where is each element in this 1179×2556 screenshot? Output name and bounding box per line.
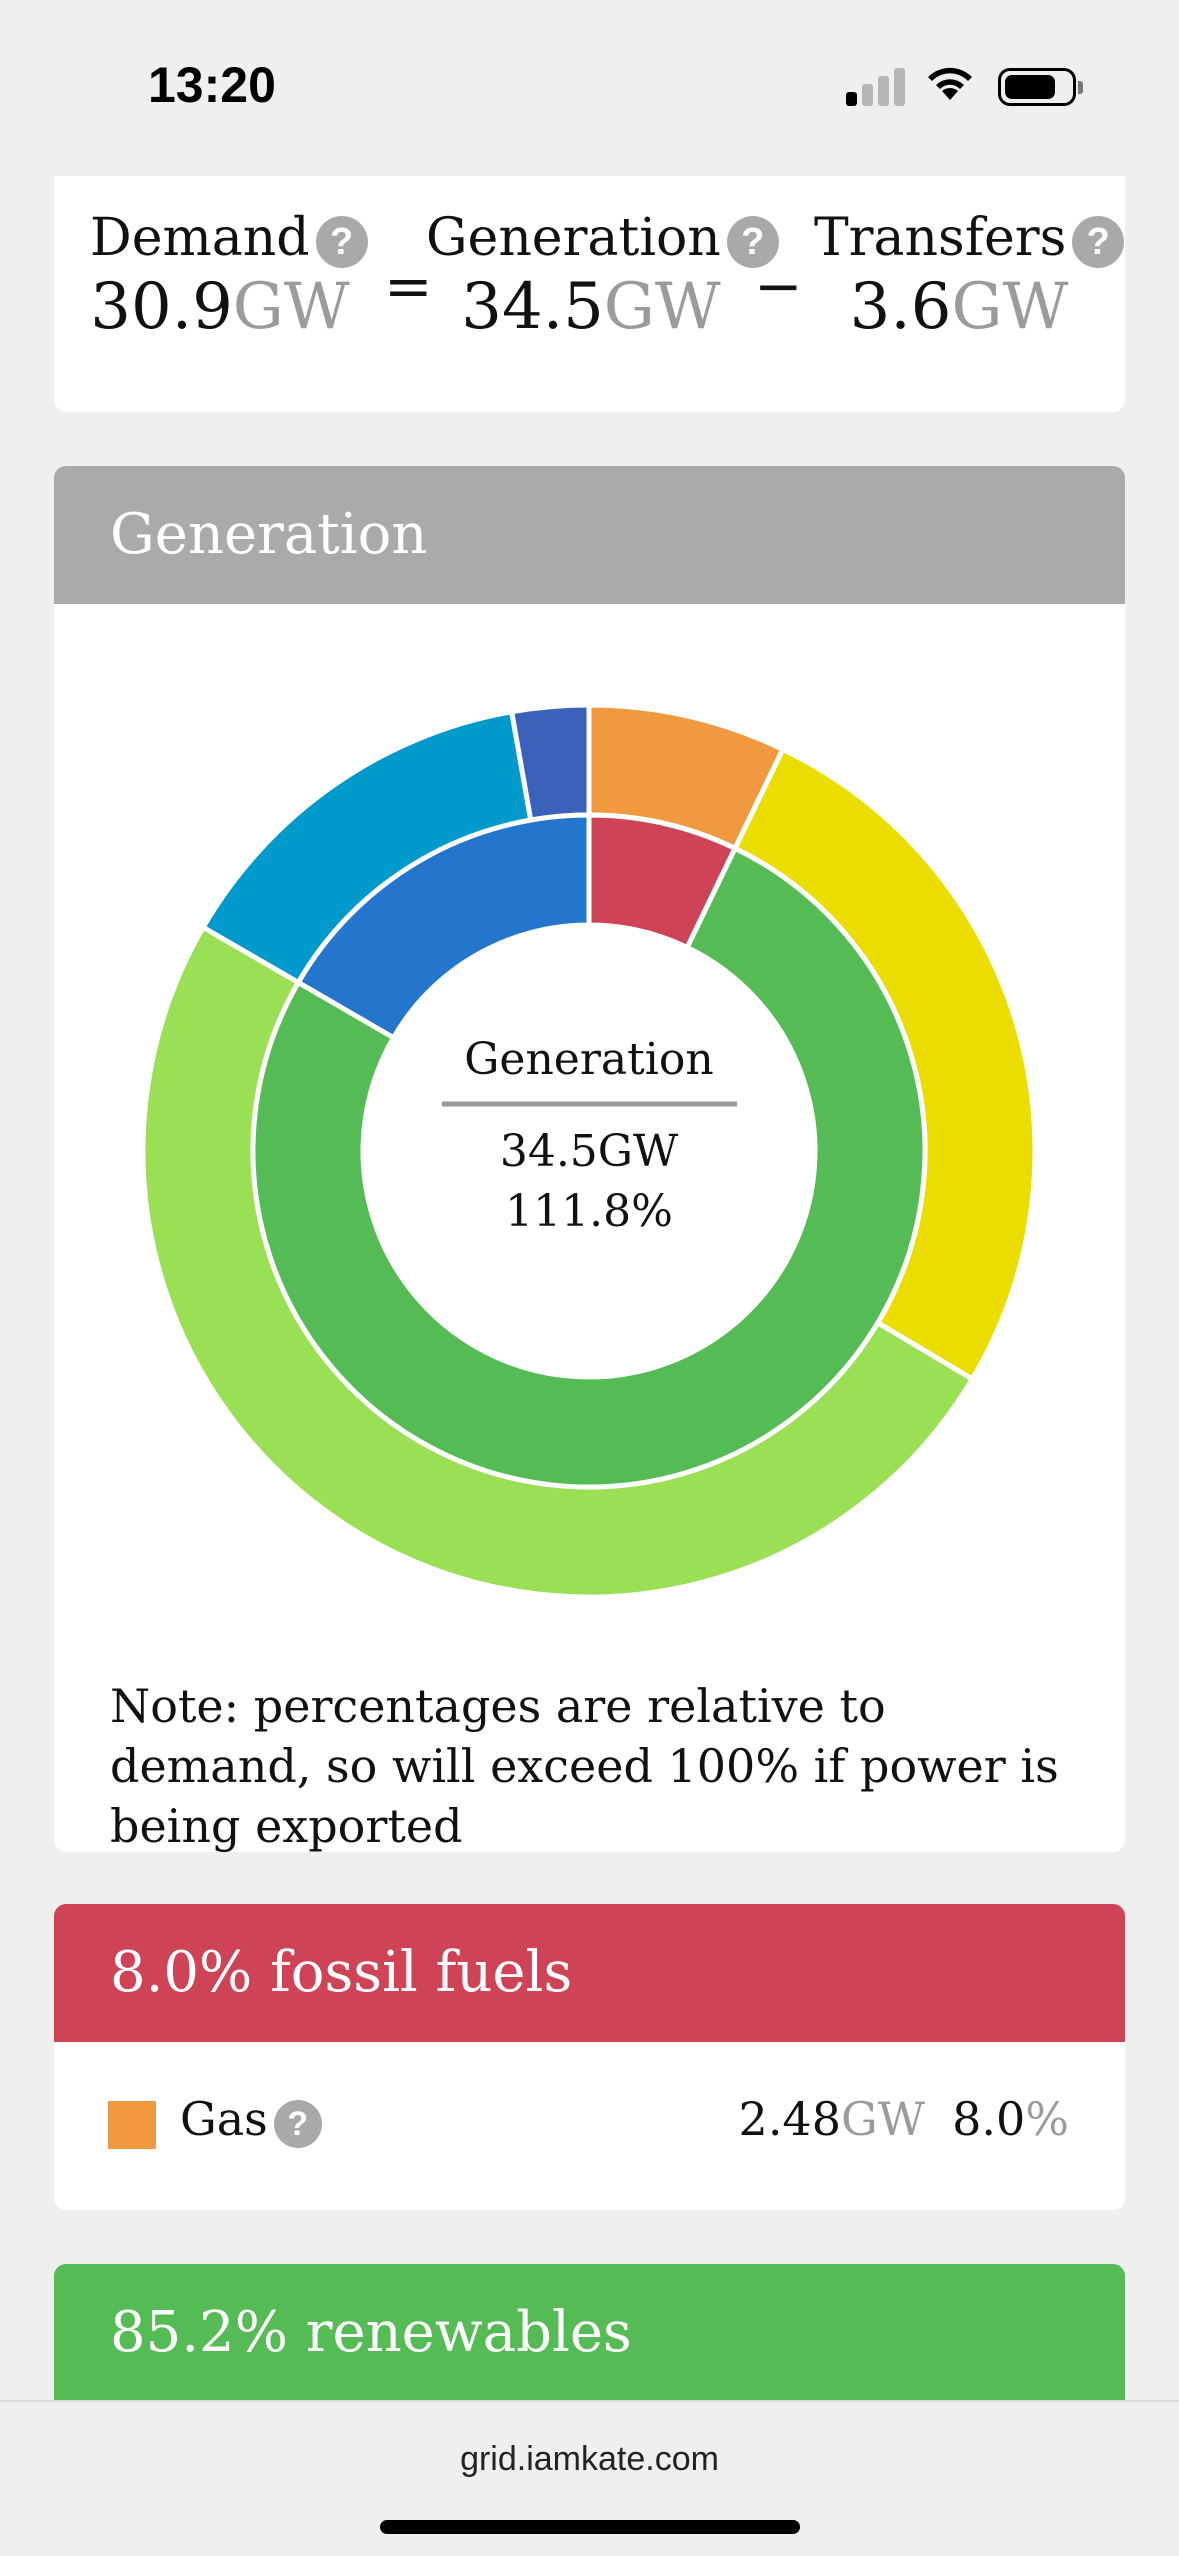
transfers-summary: Transfers? 3.6GW [814,208,1125,344]
generation-note: Note: percentages are relative to demand… [110,1679,1059,1852]
demand-help-icon[interactable]: ? [315,215,368,268]
equals-sign: = [384,252,433,320]
generation-donut-chart: Generation 34.5GW 111.8% [140,702,1038,1600]
demand-label: Demand [90,208,310,268]
renewables-title: 85.2% renewables [54,2264,1125,2402]
minus-sign: − [754,252,803,320]
transfers-help-icon[interactable]: ? [1072,215,1125,268]
home-indicator[interactable] [380,2520,800,2534]
demand-value: 30.9GW [90,270,350,344]
gas-help-icon[interactable]: ? [273,2100,322,2148]
transfers-value: 3.6GW [849,270,1069,344]
wifi-icon [928,67,972,100]
fossil-fuels-card: 8.0% fossil fuels Gas? 2.48GW 8.0% [54,1904,1125,2210]
fuel-row-gas: Gas? 2.48GW 8.0% [54,2042,1125,2210]
demand-summary: Demand? 30.9GW [90,208,368,344]
inner-slice-other [294,812,592,1042]
gas-percent-value: 8.0% [952,2092,1069,2146]
status-bar: 13:20 [0,0,1179,170]
status-time: 13:20 [148,57,276,113]
donut-center-percent: 111.8% [505,1186,673,1237]
donut-center-gw: 34.5GW [500,1126,679,1177]
generation-summary: Generation? 34.5GW [426,208,779,344]
inner-slice-renewables [250,845,928,1490]
generation-help-icon[interactable]: ? [726,215,779,268]
browser-address-bar[interactable]: grid.iamkate.com [0,2400,1179,2556]
generation-card: Generation Generation 34.5GW 111.8% Note… [54,466,1125,1852]
transfers-label: Transfers [814,208,1067,268]
donut-center-label: Generation [464,1034,713,1085]
battery-icon [998,68,1083,106]
generation-value: 34.5GW [461,270,721,344]
generation-card-title: Generation [54,466,1125,604]
gas-gw-value: 2.48GW [738,2092,925,2146]
cellular-signal-icon [846,66,906,106]
generation-label: Generation [426,208,721,268]
fossil-fuels-title: 8.0% fossil fuels [54,1904,1125,2042]
url-text[interactable]: grid.iamkate.com [460,2440,719,2478]
summary-card: Demand? 30.9GW = Generation? 34.5GW − Tr… [54,176,1125,412]
gas-label: Gas [180,2092,268,2146]
gas-color-swatch [108,2101,156,2149]
